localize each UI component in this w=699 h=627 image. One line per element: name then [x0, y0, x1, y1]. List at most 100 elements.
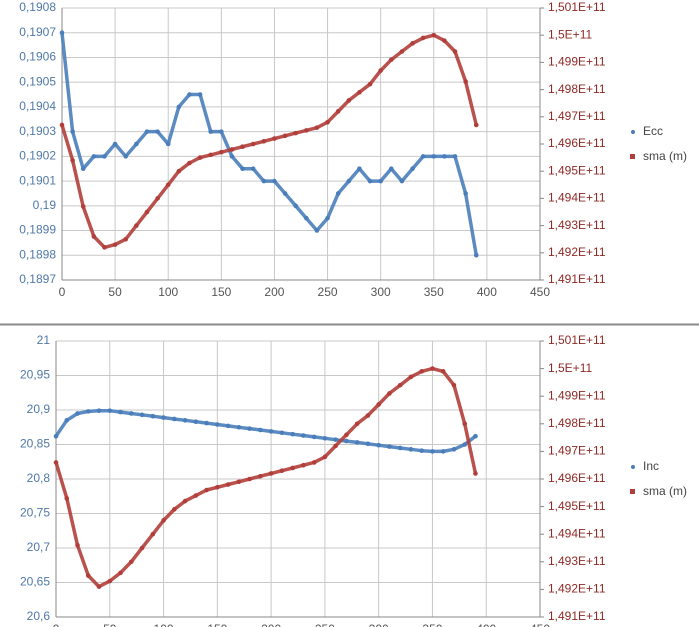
- y2-tick-label: 1,493E+11: [548, 554, 606, 568]
- y2-tick-label: 1,492E+11: [548, 582, 606, 596]
- y2-tick-label: 1,498E+11: [548, 416, 606, 430]
- legend-marker: [631, 465, 635, 469]
- data-point: [128, 411, 134, 416]
- data-point: [333, 443, 338, 449]
- data-point: [247, 476, 252, 482]
- data-point: [387, 444, 392, 449]
- data-point: [335, 109, 341, 114]
- y2-tick-label: 1,498E+11: [548, 82, 606, 96]
- data-point: [473, 433, 478, 439]
- data-point: [204, 487, 209, 493]
- data-point: [376, 402, 381, 407]
- data-point: [204, 420, 209, 426]
- data-point: [410, 166, 415, 172]
- data-point: [176, 104, 182, 110]
- y-tick-label: 0,1897: [19, 272, 56, 286]
- y2-tick-label: 1,501E+11: [548, 333, 606, 347]
- x-tick-label: 400: [477, 285, 497, 299]
- data-point: [193, 493, 199, 498]
- data-point: [357, 166, 362, 172]
- y-tick-label: 0,1898: [19, 247, 56, 261]
- series-line: [60, 33, 478, 250]
- legend-marker: [630, 154, 635, 159]
- y2-tick-label: 1,492E+11: [548, 245, 606, 259]
- y-tick-label: 20,9: [27, 402, 51, 416]
- data-point: [462, 442, 468, 447]
- data-point: [354, 421, 360, 427]
- y2-tick-label: 1,501E+11: [548, 0, 606, 14]
- data-point: [161, 415, 166, 420]
- x-tick-label: 0: [53, 622, 60, 627]
- data-point: [268, 429, 274, 434]
- data-point: [261, 138, 267, 144]
- data-point: [399, 49, 405, 54]
- data-point: [399, 178, 405, 184]
- y2-tick-label: 1,5E+11: [548, 361, 592, 375]
- data-point: [80, 166, 86, 172]
- y2-tick-label: 1,495E+11: [548, 163, 606, 177]
- y2-tick-label: 1,494E+11: [548, 191, 606, 205]
- data-point: [258, 427, 263, 433]
- data-point: [225, 423, 231, 429]
- legend-label: Ecc: [643, 124, 663, 138]
- data-point: [452, 49, 458, 54]
- series-line: [54, 408, 477, 454]
- data-point: [70, 158, 75, 163]
- data-point: [219, 149, 224, 155]
- data-point: [354, 440, 360, 445]
- data-point: [208, 129, 214, 134]
- data-point: [388, 57, 394, 62]
- data-point: [420, 35, 426, 41]
- data-point: [150, 413, 156, 419]
- series-line: [60, 32, 479, 256]
- data-point: [64, 418, 70, 423]
- data-point: [250, 166, 256, 172]
- data-point: [279, 468, 285, 474]
- y-tick-label: 0,1901: [19, 173, 56, 187]
- data-point: [53, 433, 59, 439]
- y-tick-label: 0,1906: [19, 50, 56, 64]
- data-point: [219, 129, 224, 134]
- data-point: [144, 129, 150, 134]
- data-point: [134, 141, 139, 147]
- data-point: [172, 507, 177, 512]
- data-point: [53, 460, 59, 465]
- data-point: [268, 471, 274, 476]
- y-tick-label: 0,1899: [19, 223, 56, 237]
- data-point: [134, 223, 139, 228]
- data-point: [236, 424, 242, 430]
- data-point: [155, 129, 160, 134]
- x-tick-label: 250: [315, 622, 335, 627]
- data-point: [304, 215, 309, 221]
- data-point: [322, 454, 328, 460]
- data-point: [311, 460, 317, 465]
- x-tick-label: 50: [108, 285, 122, 299]
- data-point: [272, 136, 277, 141]
- data-point: [165, 182, 171, 188]
- data-point: [102, 154, 107, 159]
- data-point: [123, 154, 129, 159]
- data-point: [102, 245, 107, 250]
- data-point: [155, 196, 160, 201]
- data-point: [301, 433, 306, 438]
- y2-tick-label: 1,491E+11: [548, 272, 606, 286]
- data-point: [325, 119, 330, 125]
- data-point: [112, 242, 118, 247]
- legend-label: Inc: [643, 459, 659, 473]
- data-point: [473, 471, 478, 476]
- y2-tick-label: 1,496E+11: [548, 136, 606, 150]
- y-tick-label: 0,1904: [19, 99, 56, 113]
- data-point: [388, 166, 394, 172]
- data-point: [311, 434, 317, 440]
- data-point: [75, 542, 80, 548]
- data-point: [225, 482, 231, 487]
- x-tick-label: 450: [530, 285, 550, 299]
- y-tick-label: 0,1902: [19, 149, 56, 163]
- data-point: [197, 155, 203, 160]
- data-point: [442, 154, 447, 159]
- data-point: [107, 408, 113, 413]
- y-tick-label: 20,95: [20, 368, 50, 382]
- data-point: [314, 228, 320, 233]
- x-tick-label: 200: [261, 622, 281, 627]
- data-point: [322, 435, 328, 441]
